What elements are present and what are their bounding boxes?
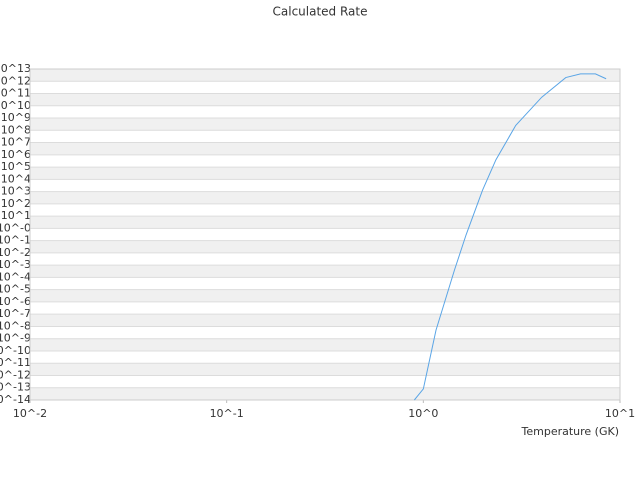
y-tick-label: 10^5 bbox=[1, 160, 31, 173]
x-axis-label: Temperature (GK) bbox=[521, 425, 620, 438]
y-tick-label: 10^-0 bbox=[0, 221, 31, 234]
y-tick-label: 10^-5 bbox=[0, 283, 31, 296]
y-tick-label: 10^-9 bbox=[0, 332, 31, 345]
y-tick-label: 10^2 bbox=[1, 197, 31, 210]
grid-band bbox=[30, 69, 620, 82]
grid-band bbox=[30, 240, 620, 253]
grid-band bbox=[30, 314, 620, 327]
y-tick-label: 10^6 bbox=[1, 148, 31, 161]
grid-band bbox=[30, 191, 620, 204]
grid-band bbox=[30, 216, 620, 229]
x-tick-label: 10^0 bbox=[408, 407, 438, 420]
y-tick-label: 10^-1 bbox=[0, 234, 31, 247]
y-tick-label: 10^-14 bbox=[0, 393, 31, 406]
y-tick-label: 10^-7 bbox=[0, 307, 31, 320]
y-tick-label: 10^1 bbox=[1, 209, 31, 222]
grid-band bbox=[30, 167, 620, 180]
x-tick-label: 10^1 bbox=[605, 407, 635, 420]
y-tick-label: 10^-2 bbox=[0, 246, 31, 259]
y-tick-label: 10^3 bbox=[1, 185, 31, 198]
y-tick-label: 10^-8 bbox=[0, 319, 31, 332]
y-tick-label: 10^-10 bbox=[0, 344, 31, 357]
y-tick-label: 10^-13 bbox=[0, 381, 31, 394]
y-tick-label: 10^7 bbox=[1, 136, 31, 149]
grid-band bbox=[30, 363, 620, 376]
y-tick-label: 10^8 bbox=[1, 123, 31, 136]
y-tick-label: 10^12 bbox=[0, 74, 31, 87]
y-tick-label: 10^9 bbox=[1, 111, 31, 124]
y-tick-label: 10^-6 bbox=[0, 295, 31, 308]
grid-band bbox=[30, 93, 620, 106]
data-line bbox=[413, 73, 607, 401]
plot-frame bbox=[29, 68, 621, 401]
y-tick-label: 10^-11 bbox=[0, 356, 31, 369]
y-tick-label: 10^-12 bbox=[0, 368, 31, 381]
chart-title: Calculated Rate bbox=[273, 5, 368, 19]
grid-band bbox=[30, 265, 620, 278]
grid-band bbox=[30, 338, 620, 351]
grid-band bbox=[30, 142, 620, 155]
grid-band bbox=[30, 289, 620, 302]
y-tick-label: 10^11 bbox=[0, 87, 31, 100]
x-tick-label: 10^-1 bbox=[210, 407, 244, 420]
y-tick-label: 10^-4 bbox=[0, 270, 31, 283]
grid-band bbox=[30, 387, 620, 400]
x-tick-label: 10^-2 bbox=[13, 407, 47, 420]
y-tick-label: 10^10 bbox=[0, 99, 31, 112]
grid-band bbox=[30, 118, 620, 131]
y-tick-label: 10^13 bbox=[0, 62, 31, 75]
y-tick-label: 10^4 bbox=[1, 172, 31, 185]
y-tick-label: 10^-3 bbox=[0, 258, 31, 271]
